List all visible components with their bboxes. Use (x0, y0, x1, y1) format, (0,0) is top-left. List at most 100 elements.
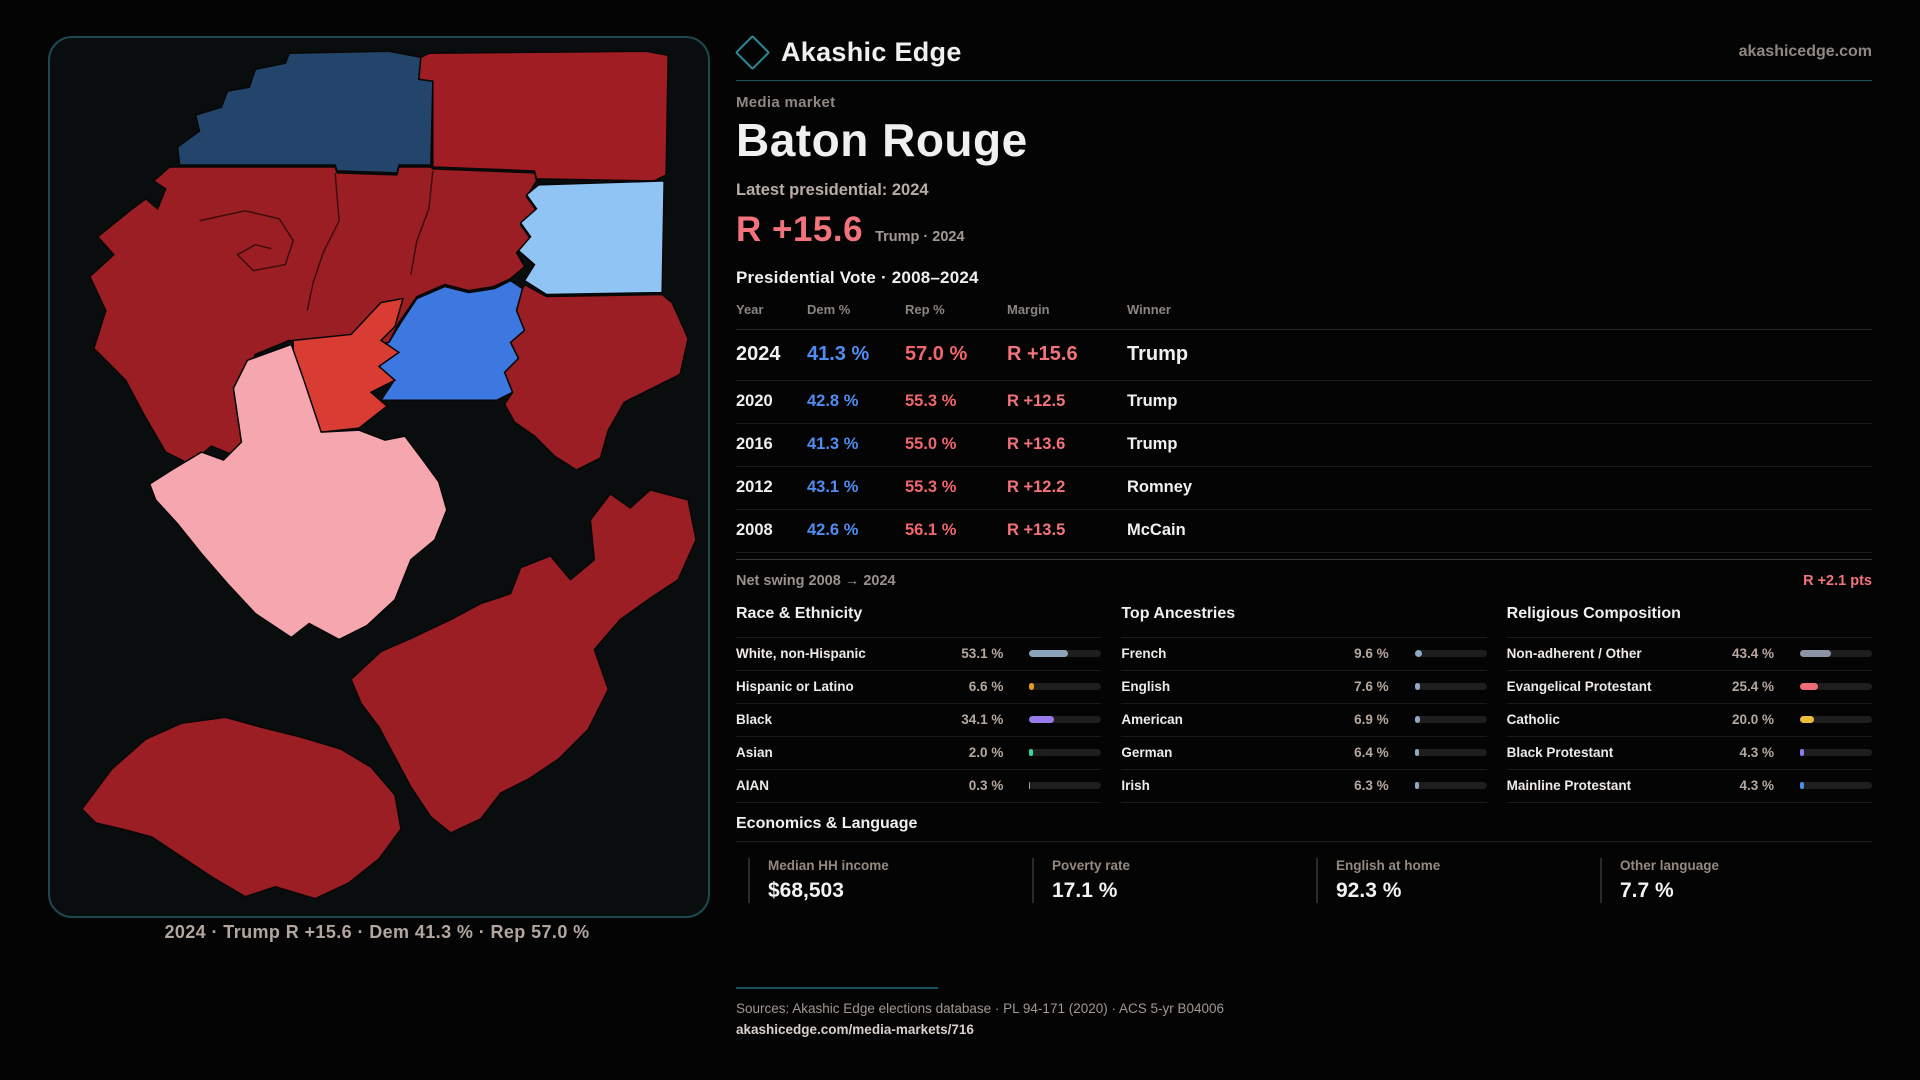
vote-header-cell: Year (736, 301, 764, 317)
map-region-parish-pink[interactable] (148, 343, 448, 641)
net-swing: Net swing 2008 → 2024 R +2.1 pts (736, 558, 1872, 589)
vote-table-title: Presidential Vote · 2008–2024 (736, 267, 979, 287)
economics-title: Economics & Language (736, 814, 918, 832)
map-region-parish-north[interactable] (176, 50, 434, 174)
map-region-parish-northeast[interactable] (418, 50, 669, 182)
brand-name: Akashic Edge (781, 36, 962, 67)
demo-label: AIAN (736, 778, 769, 794)
demo-value: 34.1 % (961, 712, 1004, 728)
headline: R +15.6 Trump · 2024 (736, 210, 1872, 250)
vote-header-cell: Dem % (807, 301, 851, 317)
map-parish-border-0 (306, 172, 340, 311)
demo-bar-track (1800, 650, 1872, 658)
demo-row: Asian 2.0 % (736, 737, 1102, 770)
winner-cell: Romney (1127, 478, 1193, 497)
map-region-parish-east-lightblue[interactable] (517, 180, 665, 296)
margin-cell: R +13.5 (1007, 521, 1066, 540)
stat-block: Median HH income $68,503 (748, 857, 1020, 903)
demo-label: American (1121, 712, 1183, 728)
demo-bar-fill (1414, 749, 1420, 757)
header: Akashic Edge akashicedge.com (734, 0, 1872, 70)
stat-block: Other language 7.7 % (1600, 857, 1872, 903)
demo-label: Asian (736, 745, 773, 761)
demo-bar-fill (1800, 716, 1815, 724)
demo-row: English 7.6 % (1121, 671, 1487, 704)
stat-block: English at home 92.3 % (1316, 857, 1588, 903)
parish-map[interactable] (50, 38, 708, 916)
stat-value: 92.3 % (1336, 878, 1402, 902)
demo-section-title: Religious Composition (1506, 604, 1681, 622)
year-cell: 2020 (736, 392, 773, 411)
demo-label: Catholic (1506, 712, 1560, 728)
rep-pct-cell: 55.3 % (905, 392, 957, 411)
stat-value: 7.7 % (1620, 878, 1674, 902)
year-cell: 2024 (736, 343, 781, 366)
demo-label: Black Protestant (1506, 745, 1614, 761)
demo-row: Black 34.1 % (736, 704, 1102, 737)
demo-label: English (1121, 679, 1171, 695)
demo-bar-fill (1414, 716, 1420, 724)
demo-bar-track (1800, 749, 1872, 757)
demo-bar-fill (1414, 782, 1420, 790)
map-region-parish-southeast[interactable] (350, 489, 697, 834)
rep-pct-cell: 57.0 % (905, 343, 968, 366)
footer-divider (736, 986, 938, 989)
winner-cell: McCain (1127, 521, 1186, 540)
page-title: Baton Rouge (736, 114, 1028, 166)
dem-pct-cell: 43.1 % (807, 478, 859, 497)
demo-value: 6.3 % (1354, 778, 1389, 794)
demo-value: 4.3 % (1739, 778, 1774, 794)
stat-value: $68,503 (768, 878, 844, 902)
headline-context: Trump · 2024 (875, 228, 965, 245)
vote-row: 2008 42.6 % 56.1 % R +13.5 McCain (736, 510, 1872, 553)
demo-value: 6.9 % (1354, 712, 1389, 728)
demo-bar-track (1800, 782, 1872, 790)
demo-label: Hispanic or Latino (736, 679, 854, 695)
map-region-parish-east-mid[interactable] (503, 283, 689, 471)
dem-pct-cell: 42.8 % (807, 392, 859, 411)
stat-label: English at home (1336, 857, 1441, 873)
vote-header-cell: Rep % (905, 301, 945, 317)
footer-link[interactable]: akashicedge.com/media-markets/716 (736, 1021, 974, 1037)
margin-cell: R +13.6 (1007, 435, 1066, 454)
demo-bar-track (1800, 683, 1872, 691)
demo-row: Black Protestant 4.3 % (1506, 737, 1872, 770)
demo-bar-fill (1029, 716, 1054, 724)
dem-pct-cell: 41.3 % (807, 343, 870, 366)
demo-row: Evangelical Protestant 25.4 % (1506, 671, 1872, 704)
year-cell: 2016 (736, 435, 773, 454)
demo-section: Religious Composition Non-adherent / Othe… (1506, 604, 1872, 803)
map-parish-border-2 (199, 210, 295, 272)
kicker: Media market (736, 94, 836, 111)
vote-table-header: Year Dem % Rep % Margin Winner (736, 302, 1872, 330)
demo-label: French (1121, 646, 1167, 662)
stat-value: 17.1 % (1052, 878, 1118, 902)
demo-bar-track (1414, 749, 1487, 757)
demo-bar-track (1414, 650, 1487, 658)
map-region-parish-southwest[interactable] (80, 716, 402, 900)
demo-value: 20.0 % (1731, 712, 1774, 728)
demo-bar-track (1414, 683, 1487, 691)
demo-bar-track (1029, 683, 1102, 691)
site-link[interactable]: akashicedge.com (1738, 43, 1872, 60)
demo-label: German (1121, 745, 1173, 761)
footer: Sources: Akashic Edge elections database… (736, 986, 1872, 1037)
demo-row: AIAN 0.3 % (736, 770, 1102, 803)
demo-value: 6.6 % (968, 679, 1004, 695)
headline-margin: R +15.6 (736, 209, 864, 249)
demo-bar-track (1029, 749, 1102, 757)
demo-bar-fill (1029, 749, 1034, 757)
net-swing-value: R +2.1 pts (1803, 572, 1872, 589)
header-divider (736, 80, 1872, 81)
vote-header-cell: Margin (1007, 301, 1050, 317)
demo-bar-fill (1800, 749, 1804, 757)
vote-header-cell: Winner (1127, 301, 1171, 317)
demo-value: 0.3 % (968, 778, 1004, 794)
demo-row: Catholic 20.0 % (1506, 704, 1872, 737)
demo-bar-track (1029, 782, 1102, 790)
demo-bar-fill (1414, 683, 1421, 691)
winner-cell: Trump (1127, 435, 1178, 454)
demo-list: Non-adherent / Other 43.4 % Evangelical Pr… (1506, 636, 1872, 803)
dem-pct-cell: 41.3 % (807, 435, 859, 454)
